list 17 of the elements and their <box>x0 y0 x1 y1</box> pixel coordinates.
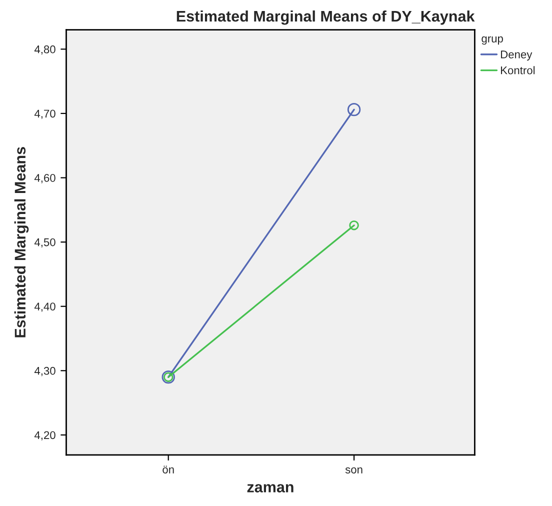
y-axis-title: Estimated Marginal Means <box>14 147 29 338</box>
y-tick-label: 4,20 <box>34 431 56 440</box>
y-tick-label: 4,50 <box>34 238 56 248</box>
legend-label: Kontrol <box>501 66 535 74</box>
y-tick-label: 4,40 <box>34 302 56 312</box>
point <box>347 102 361 116</box>
x-axis-title: zaman <box>247 484 294 492</box>
legend-title: grup <box>482 36 503 45</box>
y-tick-label: 4,60 <box>34 174 56 184</box>
x-tick-label: ön <box>162 466 174 474</box>
y-tick-label: 4,70 <box>34 110 56 119</box>
point <box>349 220 359 230</box>
x-tick-label: son <box>345 467 362 474</box>
y-tick-label: 4,80 <box>34 45 56 55</box>
y-tick-label: 4,30 <box>34 366 56 376</box>
chart-title: Estimated Marginal Means of DY_Kaynak <box>176 10 475 25</box>
legend-label: Deney <box>501 50 532 61</box>
